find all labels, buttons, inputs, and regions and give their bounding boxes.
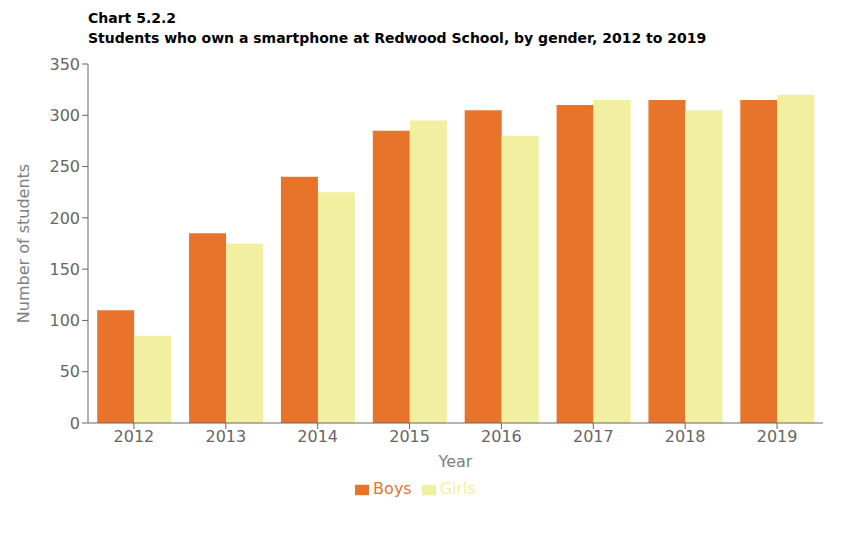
svg-text:350: 350 [49, 55, 80, 74]
html-text:Boys: Boys [373, 479, 412, 498]
svg-text:200: 200 [49, 209, 80, 228]
svg-text:0: 0 [70, 414, 80, 433]
svg-text:2017: 2017 [573, 427, 614, 446]
html-text:Chart 5.2.2: Chart 5.2.2 [88, 10, 176, 26]
svg-text:50: 50 [60, 362, 80, 381]
svg-text:2019: 2019 [757, 427, 798, 446]
svg-text:2014: 2014 [297, 427, 338, 446]
svg-text:Year: Year [438, 452, 473, 471]
svg-text:300: 300 [49, 106, 80, 125]
svg-text:2016: 2016 [481, 427, 522, 446]
svg-text:Number of students: Number of students [14, 164, 33, 323]
svg-text:2013: 2013 [205, 427, 246, 446]
svg-text:150: 150 [49, 260, 80, 279]
svg-text:2018: 2018 [665, 427, 706, 446]
html-text:Students who own a smartphone: Students who own a smartphone at Redwood… [88, 30, 707, 46]
svg-text:2012: 2012 [114, 427, 155, 446]
svg-text:100: 100 [49, 311, 80, 330]
svg-text:2015: 2015 [389, 427, 430, 446]
svg-text:250: 250 [49, 157, 80, 176]
html-text:Girls: Girls [439, 479, 476, 498]
